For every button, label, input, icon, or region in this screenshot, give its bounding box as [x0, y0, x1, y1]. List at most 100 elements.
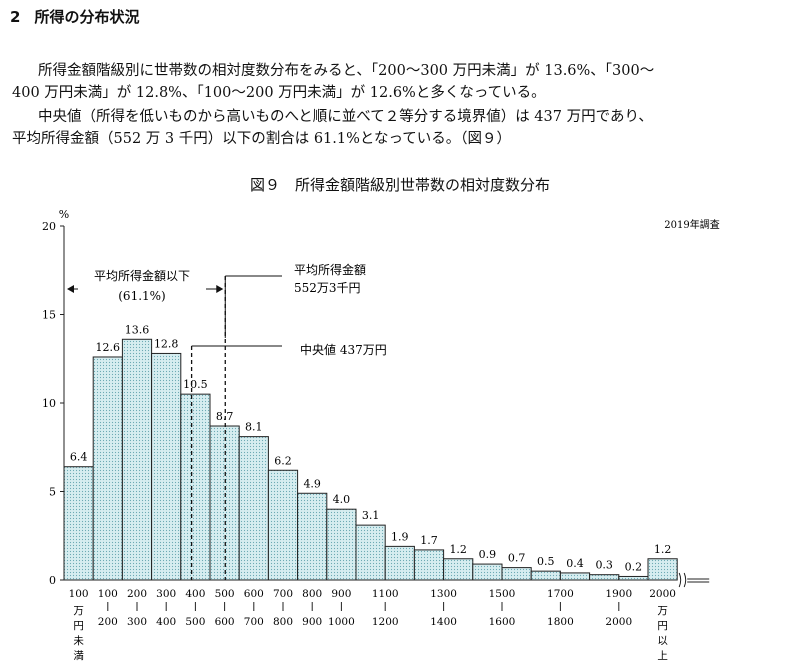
bar-value-label: 0.5 — [537, 555, 555, 568]
histogram-chart: 0 5 10 15 20% 2019年調査 6.4 12.6 13.6 12.8 10.5 8.7 8.… — [42, 208, 720, 662]
bar — [326, 508, 357, 581]
x-tick-label: 400 — [156, 616, 176, 628]
x-tick-label: 800 — [273, 616, 293, 628]
bar — [63, 466, 94, 581]
section-number: 2 — [10, 8, 21, 26]
x-tick-label: 1900 — [605, 588, 632, 600]
bar — [384, 545, 415, 581]
x-tick-label: 400 — [185, 588, 205, 600]
below-mean-label: 平均所得金額以下 — [94, 268, 190, 283]
bar-value-label: 4.0 — [333, 493, 351, 506]
x-tick-label-vertical: 満 — [73, 650, 84, 662]
x-tick-label-vertical: 未 — [73, 635, 84, 647]
bar-value-label: 12.6 — [96, 341, 121, 354]
bar — [180, 393, 211, 581]
below-mean-percent: (61.1%) — [118, 289, 165, 303]
mean-value-label: 552万3千円 — [294, 281, 361, 295]
paragraph-median: 中央値（所得を低いものから高いものへと順に並べて２等分する境界値）は 437 万… — [12, 106, 796, 150]
bar — [472, 563, 503, 581]
x-tick-label: 200 — [98, 616, 118, 628]
x-tick-label-vertical: 円 — [73, 620, 84, 632]
x-tick-label: 1000 — [328, 616, 355, 628]
bar — [267, 469, 299, 581]
bar — [413, 549, 445, 581]
x-tick-label: 1200 — [372, 616, 399, 628]
x-tick-label-vertical: 上 — [657, 650, 668, 662]
bar-value-label: 10.5 — [183, 378, 208, 391]
bar — [209, 425, 240, 581]
y-tick-label: 0 — [49, 574, 56, 587]
figure-title: 図９ 所得金額階級別世帯数の相対度数分布 — [249, 176, 550, 194]
bar-value-label: 0.9 — [479, 548, 497, 561]
x-tick-label: 900 — [302, 616, 322, 628]
bar-value-label: 1.2 — [449, 543, 467, 556]
bar — [238, 436, 269, 581]
x-tick-label: 2000 — [605, 616, 632, 628]
y-unit-label: % — [59, 208, 69, 221]
paragraph-line: 400 万円未満」が 12.8%、「100～200 万円未満」が 12.6%と多… — [12, 85, 546, 101]
x-tick-label-vertical: 円 — [657, 620, 668, 632]
bar-value-label: 13.6 — [125, 323, 150, 336]
x-tick-label: 800 — [302, 588, 322, 600]
y-tick-label: 10 — [42, 397, 56, 410]
bar — [297, 492, 328, 581]
x-tick-label-vertical: 万 — [73, 605, 84, 617]
arrowhead-left — [67, 285, 74, 293]
x-tick-label: 1600 — [489, 616, 516, 628]
bar — [530, 570, 561, 581]
x-tick-label: 300 — [156, 588, 176, 600]
x-tick-label: 600 — [244, 588, 264, 600]
x-tick-label: 2000 — [649, 588, 676, 600]
bar-value-label: 0.2 — [625, 560, 643, 573]
mean-label: 平均所得金額 — [294, 262, 366, 277]
x-tick-label: 300 — [127, 616, 147, 628]
x-tick-label: 1300 — [430, 588, 457, 600]
x-tick-label: 100 — [98, 588, 118, 600]
section-title: 所得の分布状況 — [34, 8, 140, 26]
y-tick-label: 15 — [42, 309, 56, 322]
bar — [501, 567, 532, 581]
bar-value-label: 6.4 — [70, 451, 88, 464]
arrowhead-right — [216, 285, 224, 293]
x-tick-label: 700 — [244, 616, 264, 628]
section-heading: 2 所得の分布状況 — [10, 6, 139, 27]
bar — [647, 558, 678, 581]
bar-value-label: 1.7 — [420, 534, 438, 547]
bar — [92, 356, 123, 581]
x-tick-label: 700 — [273, 588, 293, 600]
x-tick-label: 500 — [215, 588, 235, 600]
bar-value-label: 12.8 — [154, 337, 179, 350]
bar-value-label: 1.2 — [654, 543, 672, 556]
survey-year-note: 2019年調査 — [664, 218, 719, 231]
x-tick-label: 1400 — [430, 616, 457, 628]
x-tick-label: 500 — [185, 616, 205, 628]
x-tick-label: 100 — [69, 588, 89, 600]
y-tick-label: 5 — [49, 486, 56, 499]
bar — [443, 558, 474, 581]
x-tick-label: 1700 — [547, 588, 574, 600]
median-label: 中央値 437万円 — [300, 342, 387, 357]
bar — [151, 352, 182, 581]
y-tick-label: 20 — [42, 220, 56, 233]
x-tick-label-vertical: 以 — [657, 635, 668, 647]
paragraph-line: 所得金額階級別に世帯数の相対度数分布をみると、「200～300 万円未満」が 1… — [38, 63, 655, 79]
bar-value-label: 0.4 — [566, 557, 584, 570]
bar-value-label: 1.9 — [391, 530, 409, 543]
x-tick-label: 1100 — [372, 588, 399, 600]
paragraph-distribution: 所得金額階級別に世帯数の相対度数分布をみると、「200～300 万円未満」が 1… — [12, 60, 796, 104]
bar — [589, 574, 620, 581]
x-tick-label: 1500 — [489, 588, 516, 600]
bar — [355, 524, 386, 581]
bar — [559, 572, 591, 581]
bar — [121, 338, 153, 581]
bar-value-label: 4.9 — [303, 477, 321, 490]
bar-value-label: 6.2 — [274, 454, 292, 467]
bar — [618, 575, 649, 581]
bar-value-label: 3.1 — [362, 509, 380, 522]
axis-break-mark — [678, 572, 687, 588]
bar-value-label: 8.1 — [245, 421, 263, 434]
bar-value-label: 8.7 — [216, 410, 234, 423]
x-tick-label-vertical: 万 — [657, 605, 668, 617]
x-tick-label: 200 — [127, 588, 147, 600]
x-tick-label: 1800 — [547, 616, 574, 628]
